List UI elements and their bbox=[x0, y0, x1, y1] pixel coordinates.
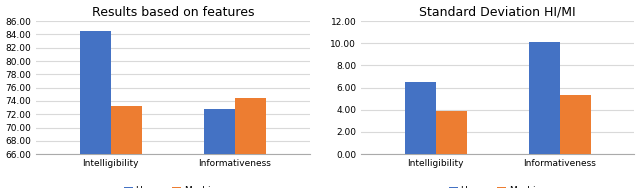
Legend: Human, Machine: Human, Machine bbox=[120, 183, 226, 188]
Bar bbox=[404, 82, 436, 154]
Bar bbox=[235, 98, 266, 154]
Bar bbox=[436, 111, 467, 154]
Bar bbox=[560, 95, 591, 154]
Bar bbox=[204, 109, 235, 154]
Title: Standard Deviation HI/MI: Standard Deviation HI/MI bbox=[419, 6, 576, 19]
Bar bbox=[80, 31, 111, 154]
Bar bbox=[529, 42, 560, 154]
Legend: Human, Machine: Human, Machine bbox=[445, 183, 550, 188]
Bar bbox=[111, 106, 142, 154]
Title: Results based on features: Results based on features bbox=[92, 6, 254, 19]
